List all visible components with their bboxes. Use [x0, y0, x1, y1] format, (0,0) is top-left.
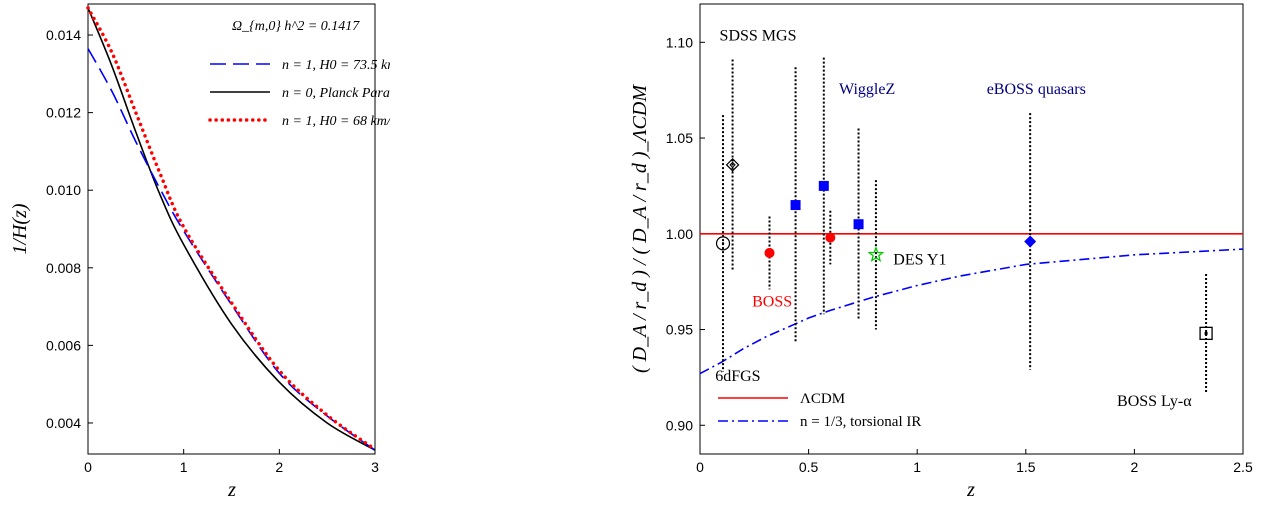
data-point-3 [825, 232, 836, 243]
left-y-tick-label: 0.010 [46, 182, 81, 198]
survey-label-4: BOSS [752, 294, 792, 311]
right-y-tick-label: 1.05 [666, 130, 693, 146]
left-chart: 0 1 2 3 0.004 0.006 0.008 0.010 0.012 0.014 Ω_{m… [9, 3, 390, 501]
left-x-tick-label: 0 [84, 459, 92, 475]
left-y-tick-label: 0.008 [46, 260, 81, 276]
data-point-9 [1199, 326, 1213, 341]
right-x-tick-label: 0.5 [799, 459, 819, 475]
left-series-line-0 [87, 48, 376, 451]
survey-label-1: WiggleZ [839, 81, 895, 98]
right-legend-label-0: ΛCDM [800, 391, 845, 407]
left-y-tick-label: 0.004 [46, 415, 81, 431]
data-point-4 [790, 200, 801, 211]
left-x-tick-label: 1 [180, 459, 188, 475]
left-series-line-1 [87, 7, 376, 451]
left-x-tick-label: 3 [371, 459, 379, 475]
data-point-9-center [1204, 331, 1208, 335]
right-x-tick-label: 0 [696, 459, 704, 475]
left-legend-label-0: n = 1, H0 = 73.5 km/s/Mpc [282, 58, 390, 73]
data-point-5 [818, 180, 829, 191]
left-annotation: Ω_{m,0} h^2 = 0.1417 [232, 19, 360, 34]
survey-label-6: BOSS Ly-α [1117, 393, 1192, 410]
right-x-tick-label: 2 [1131, 459, 1139, 475]
survey-label-5: 6dFGS [715, 368, 760, 385]
right-y-tick-label: 1.00 [666, 226, 693, 242]
data-point-0 [715, 236, 731, 251]
data-point-1 [725, 158, 740, 172]
right-x-axis-title: z [966, 479, 975, 501]
data-point-0-center [721, 242, 725, 245]
left-x-axis-title: z [227, 479, 236, 501]
left-y-axis-title: 1/H(z) [9, 203, 31, 254]
data-point-1-inner [729, 161, 736, 169]
left-y-tick-label: 0.006 [46, 337, 81, 353]
left-legend-label-1: n = 0, Planck Parameters [282, 86, 390, 101]
right-y-tick-label: 1.10 [666, 34, 693, 50]
data-point-6 [853, 219, 864, 230]
right-y-axis-title: ( D_A / r_d ) / ( D_A / r_d )_ΛCDM [629, 84, 651, 373]
right-y-tick-label: 0.90 [666, 417, 693, 433]
data-point-2 [764, 247, 775, 258]
left-series-line-2 [86, 6, 377, 452]
left-y-tick-label: 0.014 [46, 27, 81, 43]
data-point-7 [867, 246, 885, 262]
right-y-tick-label: 0.95 [666, 322, 693, 338]
survey-label-0: SDSS MGS [720, 27, 797, 44]
right-model-line-1 [699, 248, 1244, 375]
survey-label-2: eBOSS quasars [987, 81, 1086, 98]
data-point-8 [1024, 235, 1037, 248]
left-x-tick-label: 2 [275, 459, 283, 475]
left-y-tick-label: 0.012 [46, 105, 81, 121]
survey-label-3: DES Y1 [893, 251, 946, 268]
left-legend-label-2: n = 1, H0 = 68 km/s/Mpc [282, 114, 390, 129]
right-x-tick-label: 2.5 [1233, 459, 1253, 475]
right-plot-frame [699, 3, 1244, 455]
right-x-tick-label: 1.5 [1016, 459, 1036, 475]
right-x-tick-label: 1 [913, 459, 921, 475]
right-legend-label-1: n = 1/3, torsional IR [800, 414, 921, 430]
left-plot-frame [87, 3, 376, 455]
